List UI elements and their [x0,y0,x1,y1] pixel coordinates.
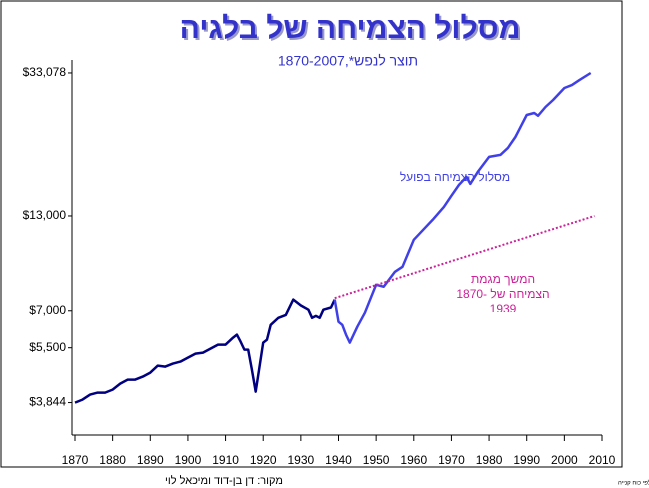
title-shadow: מסלול הצמיחה של בלגיה [182,14,523,47]
x-tick-label: 1920 [250,453,277,467]
y-tick-label: $5,500 [29,340,66,354]
series-line [74,298,336,404]
y-tick-label: $13,000 [23,208,67,222]
x-tick-label: 1980 [476,453,503,467]
series-label-text: מסלול הצמיחה בפועל [399,170,511,184]
x-tick-label: 1910 [212,453,239,467]
x-tick-label: 2010 [589,453,616,467]
x-tick-label: 1880 [99,453,126,467]
x-tick-label: 1940 [325,453,352,467]
x-tick-label: 1930 [288,453,315,467]
x-tick-label: 1900 [175,453,202,467]
x-tick-label: 1960 [400,453,427,467]
series-label-text: המשך מגמת הצמיחה של 1870-1939 [456,272,550,312]
footnote: *במחירים קבועים של שנת 2005, מתוקנן לפי … [618,479,649,487]
chart-subtitle: תוצר לנפש*,1870-2007 [278,53,418,69]
series-label: מסלול הצמיחה בפועל [399,170,511,184]
x-tick-label: 1970 [438,453,465,467]
series-label: המשך מגמת הצמיחה של 1870-1939 [456,272,550,312]
x-tick-label: 1870 [62,453,89,467]
frame [0,0,623,468]
y-tick-label: $33,078 [23,65,67,79]
chart-title: מסלול הצמיחה של בלגיה [180,12,521,45]
x-tick-label: 1990 [513,453,540,467]
x-tick-label: 1950 [363,453,390,467]
source: מקור: דן בן-דוד ומיכאל לוי [165,474,283,487]
y-tick-label: $7,000 [29,303,66,317]
x-tick-label: 2000 [551,453,578,467]
x-tick-label: 1890 [137,453,164,467]
series-line [333,71,592,344]
y-tick-label: $3,844 [29,395,66,409]
